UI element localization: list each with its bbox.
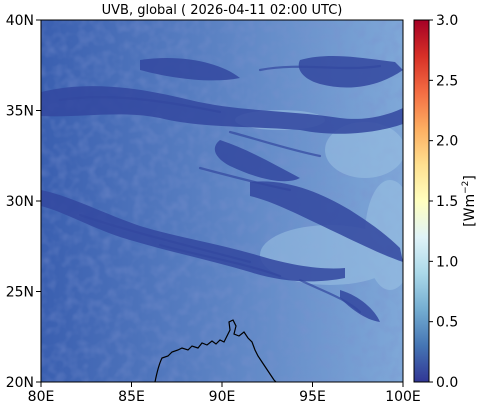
- colorbar-tick-label: 0.0: [436, 375, 458, 391]
- cloud-streaks: [58, 64, 382, 314]
- colorbar-label: [Wm−2]: [461, 175, 478, 227]
- y-axis: 20N 25N 30N 35N 40N: [6, 13, 41, 391]
- colorbar-tick-label: 1.0: [436, 254, 458, 270]
- colorbar-gradient: [413, 19, 430, 383]
- colorbar-tick-label: 2.5: [436, 73, 458, 89]
- x-tick-label: 90E: [209, 389, 236, 405]
- colorbar-ticks: 0.0 0.5 1.0 1.5 2.0 2.5 3.0: [429, 13, 458, 391]
- x-tick-label: 85E: [118, 389, 145, 405]
- y-tick-label: 30N: [6, 194, 34, 210]
- x-tick-label: 80E: [28, 389, 55, 405]
- colorbar-tick-label: 3.0: [436, 13, 458, 29]
- y-tick-label: 40N: [6, 13, 34, 29]
- map-area: [41, 20, 403, 382]
- colorbar-tick-label: 1.5: [436, 194, 458, 210]
- colorbar-tick-label: 0.5: [436, 315, 458, 331]
- y-tick-label: 20N: [6, 375, 34, 391]
- y-tick-label: 35N: [6, 104, 34, 120]
- x-axis: 80E 85E 90E 95E 100E: [28, 382, 421, 405]
- x-tick-label: 95E: [299, 389, 326, 405]
- y-tick-label: 25N: [6, 285, 34, 301]
- colorbar: 0.0 0.5 1.0 1.5 2.0 2.5 3.0 [Wm−2]: [413, 13, 478, 391]
- x-tick-label: 100E: [385, 389, 421, 405]
- coastline: [154, 319, 277, 382]
- map-title: UVB, global ( 2026-04-11 02:00 UTC): [102, 3, 343, 18]
- colorbar-tick-label: 2.0: [436, 134, 458, 150]
